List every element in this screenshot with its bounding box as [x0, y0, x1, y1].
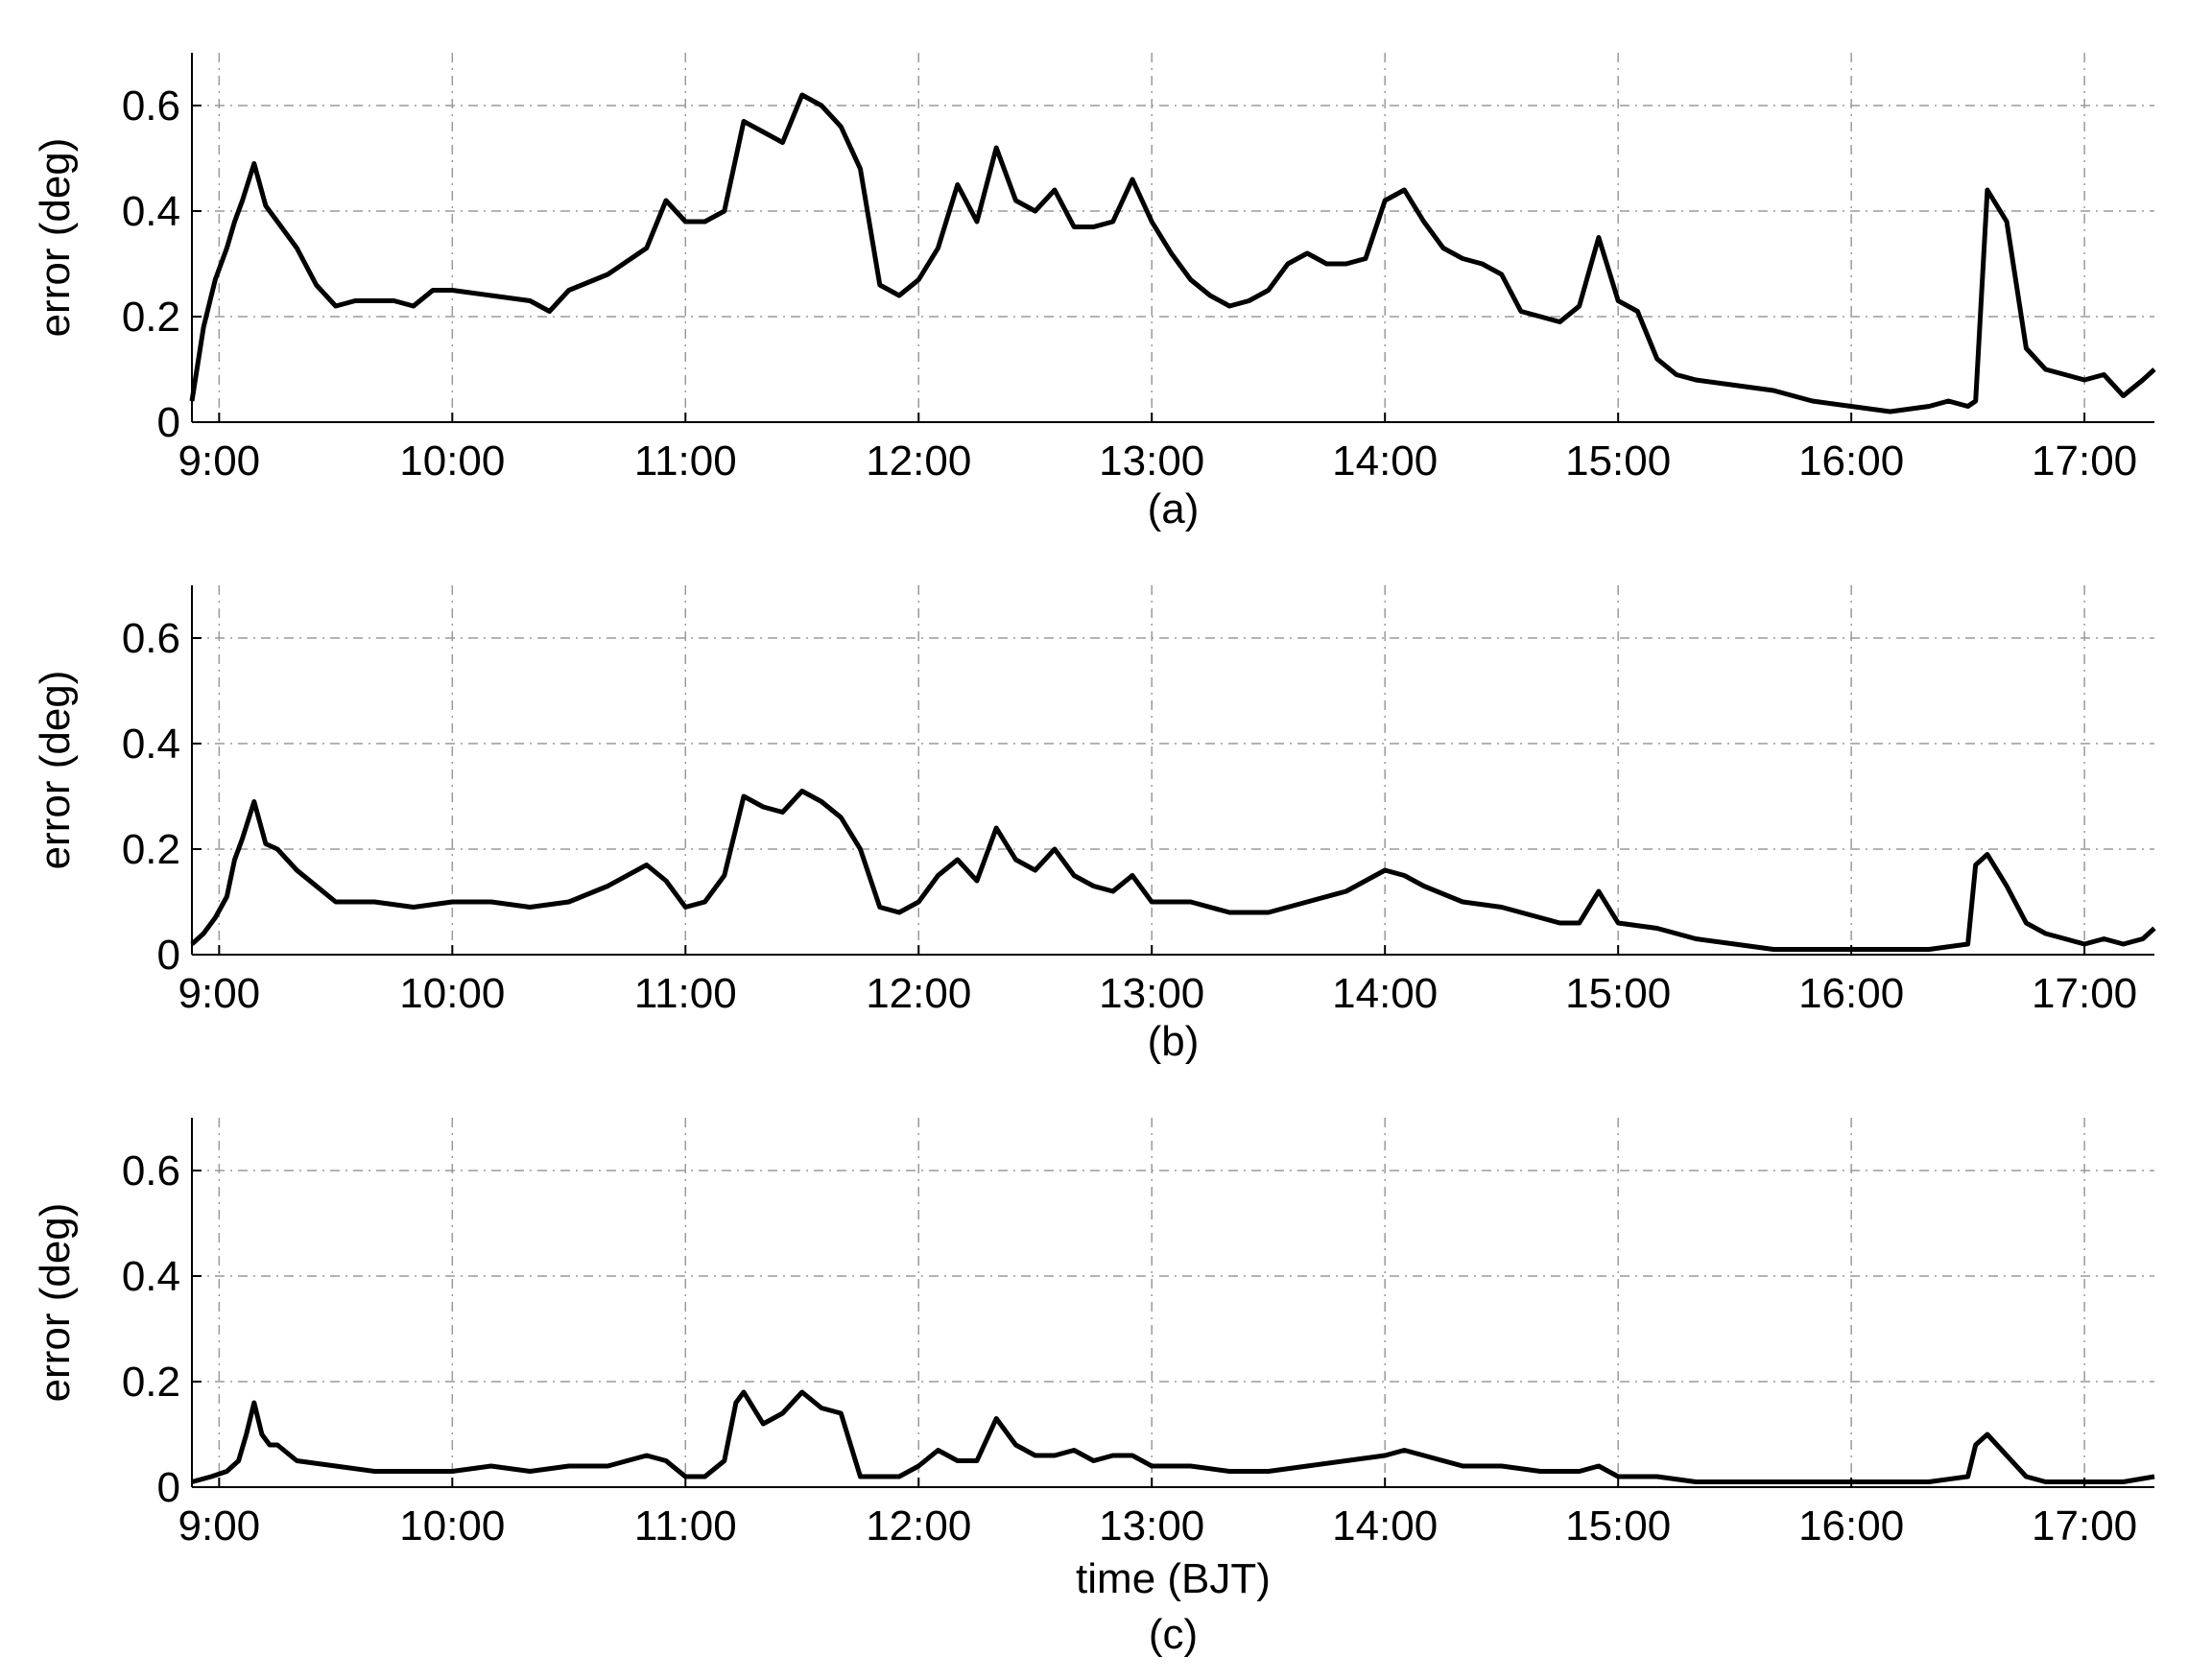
panel-a-x-tick-label: 14:00 [1332, 438, 1438, 485]
panel-b-y-axis-label: error (deg) [32, 671, 79, 870]
panel-a-y-tick-label: 0 [157, 399, 180, 446]
panel-c-x-tick-label: 16:00 [1798, 1503, 1904, 1550]
panel-b-x-tick-label: 11:00 [634, 970, 737, 1017]
panel-b-x-tick-label: 13:00 [1099, 970, 1204, 1017]
panel-c-x-tick-label: 14:00 [1332, 1503, 1438, 1550]
panel-a-x-tick-label: 15:00 [1565, 438, 1671, 485]
panel-c-x-tick-label: 15:00 [1565, 1503, 1671, 1550]
panel-c-x-axis-label: time (BJT) [1076, 1555, 1271, 1602]
panel-b-y-tick-label: 0.6 [122, 615, 180, 662]
panel-a-y-axis-label: error (deg) [32, 138, 79, 338]
panel-a-x-tick-label: 11:00 [634, 438, 737, 485]
panel-b-x-tick-label: 12:00 [866, 970, 971, 1017]
panel-a-series-line [189, 92, 2156, 414]
panel-b-x-tick-label: 17:00 [2032, 970, 2137, 1017]
panel-a-y-tick-label: 0.2 [122, 294, 180, 341]
panel-b-y-tick-label: 0.4 [122, 721, 180, 768]
panel-c-caption: (c) [1149, 1611, 1198, 1658]
panel-c-x-tick-label: 12:00 [866, 1503, 971, 1550]
panel-b-x-tick-label: 10:00 [399, 970, 505, 1017]
panel-a-x-tick-label: 12:00 [866, 438, 971, 485]
panel-c-x-tick-label: 10:00 [399, 1503, 505, 1550]
panel-a-x-tick-label: 13:00 [1099, 438, 1204, 485]
panel-b-x-tick-label: 16:00 [1798, 970, 1904, 1017]
panel-c-y-tick-label: 0 [157, 1464, 180, 1511]
panel-a-x-tick-label: 10:00 [399, 438, 505, 485]
panel-c-x-tick-label: 17:00 [2032, 1503, 2137, 1550]
panel-b-caption: (b) [1148, 1018, 1200, 1065]
panel-a-x-tick-label: 17:00 [2032, 438, 2137, 485]
panel-c-x-tick-label: 11:00 [634, 1503, 737, 1550]
panel-a-caption: (a) [1148, 485, 1200, 532]
panel-c-y-axis-label: error (deg) [32, 1203, 79, 1403]
panel-a-x-tick-label: 16:00 [1798, 438, 1904, 485]
panel-b-x-tick-label: 14:00 [1332, 970, 1438, 1017]
panel-c-y-tick-label: 0.4 [122, 1253, 180, 1300]
panel-b-y-tick-label: 0.2 [122, 826, 180, 873]
panel-b-series-line [190, 789, 2156, 952]
panel-c-x-tick-label: 9:00 [178, 1503, 261, 1550]
panel-b-x-tick-label: 15:00 [1565, 970, 1671, 1017]
panel-c-series-line [191, 1389, 2155, 1484]
panel-c-x-tick-label: 13:00 [1099, 1503, 1204, 1550]
panel-a-y-tick-label: 0.4 [122, 188, 180, 235]
panel-b-x-tick-label: 9:00 [178, 970, 261, 1017]
panel-c-y-tick-label: 0.6 [122, 1148, 180, 1195]
panel-c-y-tick-label: 0.2 [122, 1359, 180, 1406]
panel-a-y-tick-label: 0.6 [122, 83, 180, 130]
panel-b-y-tick-label: 0 [157, 932, 180, 979]
panel-a-x-tick-label: 9:00 [178, 438, 261, 485]
